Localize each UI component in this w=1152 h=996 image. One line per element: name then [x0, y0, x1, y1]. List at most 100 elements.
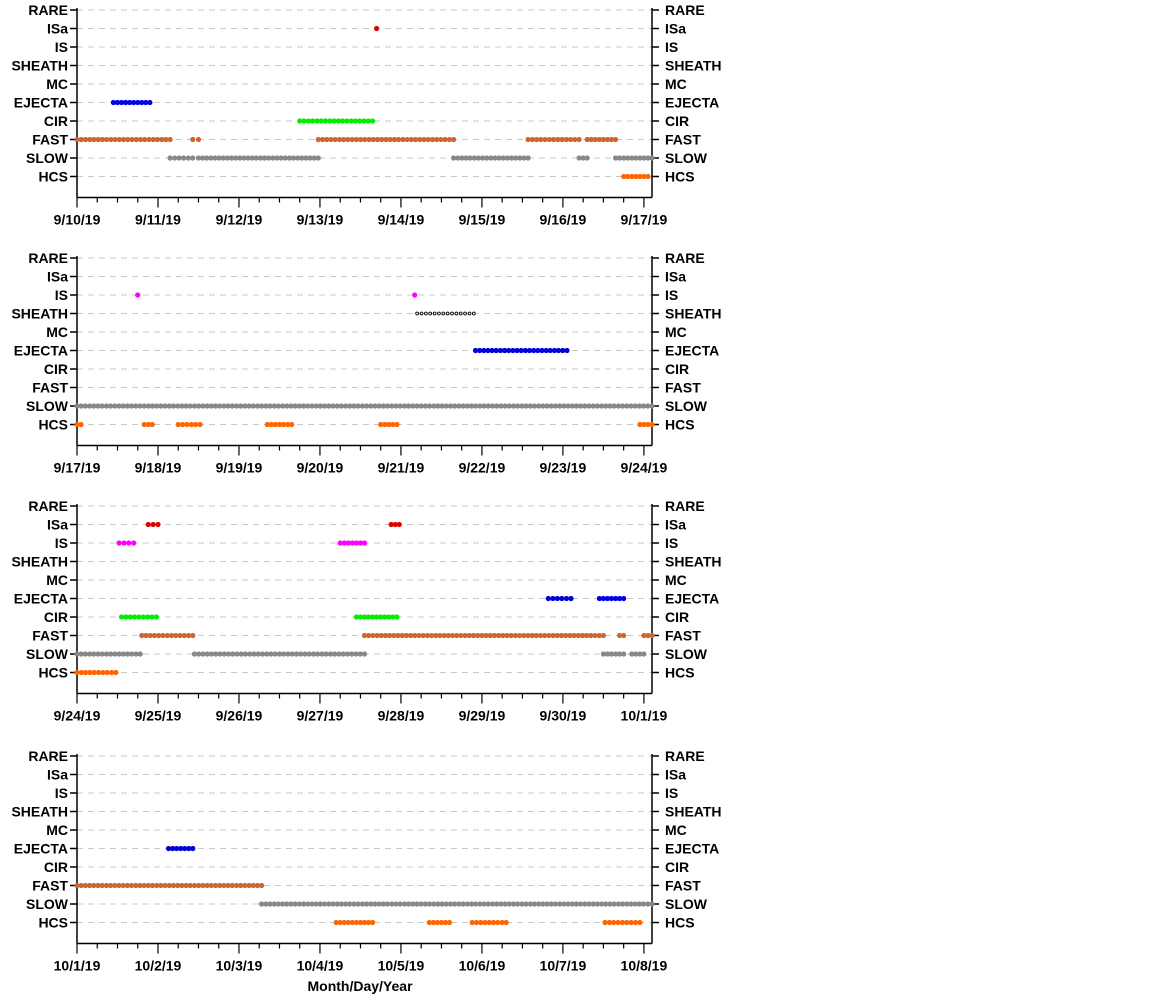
x-tick-label: 9/26/19	[216, 708, 263, 724]
point-slow	[181, 155, 186, 160]
point-slow	[186, 155, 191, 160]
y-label-right-rare: RARE	[665, 250, 705, 266]
x-tick-label: 9/17/19	[54, 460, 101, 476]
point-sheath	[451, 312, 454, 315]
x-tick-label: 9/22/19	[459, 460, 506, 476]
point-is	[135, 292, 140, 297]
x-tick-label: 10/1/19	[54, 958, 101, 974]
y-label-left-mc: MC	[46, 822, 68, 838]
x-tick-label: 9/30/19	[540, 708, 587, 724]
point-cir	[154, 614, 159, 619]
x-tick-label: 9/25/19	[135, 708, 182, 724]
x-tick-label: 9/13/19	[297, 212, 344, 228]
point-ejecta	[559, 596, 564, 601]
y-label-left-rare: RARE	[28, 498, 68, 514]
point-sheath	[416, 312, 419, 315]
y-label-left-rare: RARE	[28, 250, 68, 266]
y-label-left-ejecta: EJECTA	[14, 343, 68, 359]
point-slow	[177, 155, 182, 160]
point-fast	[451, 137, 456, 142]
y-label-right-mc: MC	[665, 822, 687, 838]
point-is	[131, 540, 136, 545]
y-label-right-fast: FAST	[665, 132, 701, 148]
x-axis-title: Month/Day/Year	[307, 978, 413, 994]
y-label-right-mc: MC	[665, 76, 687, 92]
y-label-right-sheath: SHEATH	[665, 306, 722, 322]
point-hcs	[113, 670, 118, 675]
y-label-right-ejecta: EJECTA	[665, 841, 719, 857]
point-fast	[196, 137, 201, 142]
point-hcs	[198, 422, 203, 427]
y-label-right-mc: MC	[665, 572, 687, 588]
point-hcs	[637, 920, 642, 925]
y-label-right-sheath: SHEATH	[665, 58, 722, 74]
point-hcs	[289, 422, 294, 427]
point-fast	[190, 137, 195, 142]
point-fast	[168, 137, 173, 142]
y-label-left-fast: FAST	[32, 878, 68, 894]
y-label-right-slow: SLOW	[665, 398, 708, 414]
point-is	[126, 540, 131, 545]
point-fast	[601, 633, 606, 638]
point-fast	[259, 883, 264, 888]
point-sheath	[442, 312, 445, 315]
x-tick-label: 10/8/19	[621, 958, 668, 974]
panel-3: RARE RAREISa ISaIS ISSHEATH SHEATHMC MCEJECTA…	[11, 498, 721, 724]
point-sheath	[472, 312, 475, 315]
y-label-right-hcs: HCS	[665, 915, 695, 931]
y-label-right-sheath: SHEATH	[665, 804, 722, 820]
point-is	[121, 540, 126, 545]
x-tick-label: 10/5/19	[378, 958, 425, 974]
y-label-right-cir: CIR	[665, 361, 689, 377]
point-fast	[621, 633, 626, 638]
y-label-left-slow: SLOW	[26, 150, 69, 166]
y-label-left-sheath: SHEATH	[11, 58, 68, 74]
y-label-right-fast: FAST	[665, 878, 701, 894]
y-label-left-isa: ISa	[47, 21, 68, 37]
y-label-right-is: IS	[665, 39, 678, 55]
y-label-right-slow: SLOW	[665, 150, 708, 166]
y-label-right-ejecta: EJECTA	[665, 95, 719, 111]
point-isa	[397, 522, 402, 527]
y-label-right-is: IS	[665, 287, 678, 303]
point-sheath	[420, 312, 423, 315]
y-label-left-slow: SLOW	[26, 896, 69, 912]
point-hcs	[645, 174, 650, 179]
y-label-left-rare: RARE	[28, 2, 68, 18]
point-ejecta	[555, 596, 560, 601]
y-label-left-slow: SLOW	[26, 646, 69, 662]
y-label-left-isa: ISa	[47, 269, 68, 285]
point-sheath	[464, 312, 467, 315]
y-label-left-is: IS	[55, 287, 68, 303]
x-tick-label: 9/15/19	[459, 212, 506, 228]
point-slow	[649, 901, 654, 906]
point-is	[117, 540, 122, 545]
panel-4: RARE RAREISa ISaIS ISSHEATH SHEATHMC MCEJECTA…	[11, 748, 721, 974]
point-ejecta	[621, 596, 626, 601]
point-hcs	[504, 920, 509, 925]
y-label-left-ejecta: EJECTA	[14, 95, 68, 111]
y-label-right-isa: ISa	[665, 767, 686, 783]
point-fast	[649, 633, 654, 638]
point-isa	[151, 522, 156, 527]
point-slow	[172, 155, 177, 160]
y-label-left-sheath: SHEATH	[11, 804, 68, 820]
point-sheath	[455, 312, 458, 315]
point-slow	[526, 155, 531, 160]
point-sheath	[438, 312, 441, 315]
y-label-left-sheath: SHEATH	[11, 306, 68, 322]
y-label-right-ejecta: EJECTA	[665, 591, 719, 607]
y-label-right-fast: FAST	[665, 380, 701, 396]
y-label-right-is: IS	[665, 785, 678, 801]
point-slow	[362, 651, 367, 656]
point-ejecta	[550, 596, 555, 601]
y-label-right-hcs: HCS	[665, 417, 695, 433]
y-label-right-isa: ISa	[665, 269, 686, 285]
y-label-right-slow: SLOW	[665, 646, 708, 662]
point-is	[412, 292, 417, 297]
x-tick-label: 9/19/19	[216, 460, 263, 476]
y-label-right-rare: RARE	[665, 748, 705, 764]
y-label-left-isa: ISa	[47, 517, 68, 533]
y-label-left-sheath: SHEATH	[11, 554, 68, 570]
